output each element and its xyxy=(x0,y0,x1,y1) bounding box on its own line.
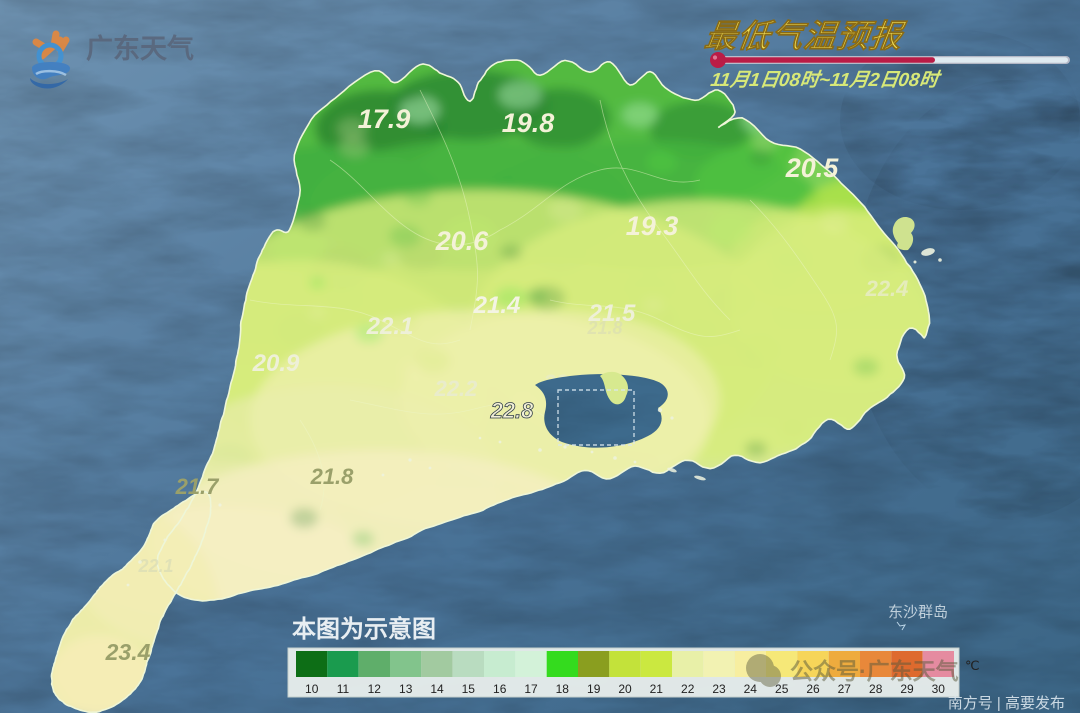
svg-text:12: 12 xyxy=(368,682,382,696)
svg-text:20: 20 xyxy=(618,682,632,696)
svg-text:15: 15 xyxy=(462,682,476,696)
svg-text:南方号 | 高要发布: 南方号 | 高要发布 xyxy=(948,695,1065,712)
svg-text:11月1日08时~11月2日08时: 11月1日08时~11月2日08时 xyxy=(709,69,943,91)
svg-text:广东天气: 广东天气 xyxy=(86,33,194,64)
svg-text:本图为示意图: 本图为示意图 xyxy=(292,615,436,643)
svg-text:℃: ℃ xyxy=(965,658,980,673)
svg-text:23.4: 23.4 xyxy=(105,639,151,665)
svg-text:22.2: 22.2 xyxy=(434,376,479,401)
svg-text:22.4: 22.4 xyxy=(865,276,909,301)
svg-text:21.8: 21.8 xyxy=(310,464,355,489)
svg-text:22.1: 22.1 xyxy=(366,313,414,340)
svg-text:18: 18 xyxy=(556,682,570,696)
svg-text:东沙群岛: 东沙群岛 xyxy=(888,604,948,621)
svg-text:16: 16 xyxy=(493,682,507,696)
svg-text:10: 10 xyxy=(305,682,319,696)
svg-text:17.9: 17.9 xyxy=(358,104,411,134)
svg-text:21.8: 21.8 xyxy=(586,318,622,338)
svg-text:27: 27 xyxy=(838,682,852,696)
svg-text:14: 14 xyxy=(430,682,444,696)
svg-text:24: 24 xyxy=(744,682,758,696)
svg-text:28: 28 xyxy=(869,682,883,696)
svg-text:21.7: 21.7 xyxy=(175,474,221,499)
svg-text:30: 30 xyxy=(932,682,946,696)
svg-text:13: 13 xyxy=(399,682,413,696)
svg-text:19.3: 19.3 xyxy=(626,211,679,241)
svg-text:19: 19 xyxy=(587,682,601,696)
svg-text:最低气温预报: 最低气温预报 xyxy=(702,18,908,54)
svg-text:20.9: 20.9 xyxy=(252,350,300,377)
svg-text:19.8: 19.8 xyxy=(502,108,555,138)
svg-text:29: 29 xyxy=(900,682,914,696)
svg-text:20.5: 20.5 xyxy=(785,153,840,183)
svg-text:公众号·广东天气: 公众号·广东天气 xyxy=(790,658,959,684)
svg-text:21.4: 21.4 xyxy=(473,292,521,319)
svg-text:20.6: 20.6 xyxy=(435,226,490,256)
svg-text:23: 23 xyxy=(712,682,726,696)
svg-text:26: 26 xyxy=(806,682,820,696)
svg-text:17: 17 xyxy=(524,682,538,696)
svg-text:11: 11 xyxy=(337,682,350,696)
svg-text:22.1: 22.1 xyxy=(137,556,173,576)
svg-text:22.8: 22.8 xyxy=(490,398,535,423)
svg-text:21: 21 xyxy=(650,682,664,696)
svg-text:22: 22 xyxy=(681,682,695,696)
